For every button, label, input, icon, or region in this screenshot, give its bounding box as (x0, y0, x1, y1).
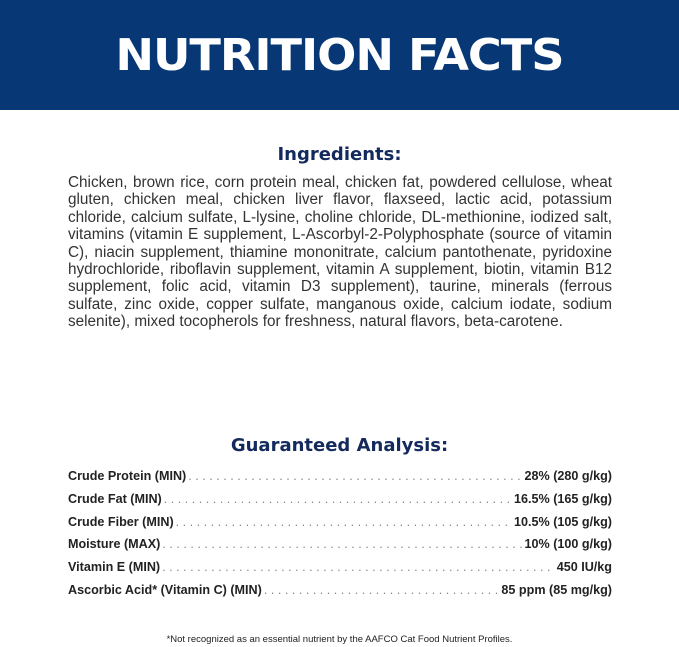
row-label: Crude Protein (MIN) (68, 469, 187, 483)
analysis-row: Moisture (MAX) 10% (100 g/kg) (68, 537, 612, 560)
row-value: 85 ppm (85 mg/kg) (501, 582, 612, 597)
row-value: 450 IU/kg (556, 560, 612, 575)
analysis-row: Crude Protein (MIN) 28% (280 g/kg) (68, 469, 612, 492)
ingredients-heading: Ingredients: (277, 144, 402, 165)
dot-leader (162, 560, 555, 574)
dot-leader (162, 537, 522, 551)
analysis-row: Vitamin E (MIN) 450 IU/kg (68, 560, 612, 583)
row-value: 28% (280 g/kg) (524, 469, 613, 483)
row-label: Vitamin E (MIN) (68, 560, 161, 575)
analysis-row: Crude Fiber (MIN) 10.5% (105 g/kg) (68, 515, 612, 538)
dot-leader (264, 583, 500, 597)
header-banner: NUTRITION FACTS (0, 0, 679, 110)
footnote: *Not recognized as an essential nutrient… (166, 634, 513, 645)
analysis-table: Crude Protein (MIN) 28% (280 g/kg) Crude … (68, 469, 612, 606)
row-value: 10.5% (105 g/kg) (514, 514, 612, 529)
dot-leader (164, 492, 512, 506)
row-label: Crude Fat (MIN) (68, 491, 162, 506)
dot-leader (176, 515, 512, 529)
row-label: Moisture (MAX) (68, 537, 161, 552)
ingredients-text: Chicken, brown rice, corn protein meal, … (68, 174, 612, 331)
analysis-row: Crude Fat (MIN) 16.5% (165 g/kg) (68, 492, 612, 515)
analysis-heading: Guaranteed Analysis: (230, 435, 449, 456)
row-label: Crude Fiber (MIN) (68, 514, 174, 529)
row-label: Ascorbic Acid* (Vitamin C) (MIN) (68, 582, 262, 597)
row-value: 10% (100 g/kg) (524, 537, 613, 552)
dot-leader (188, 469, 522, 483)
row-value: 16.5% (165 g/kg) (514, 491, 612, 506)
page-title: NUTRITION FACTS (115, 29, 564, 81)
analysis-row: Ascorbic Acid* (Vitamin C) (MIN) 85 ppm (… (68, 583, 612, 606)
